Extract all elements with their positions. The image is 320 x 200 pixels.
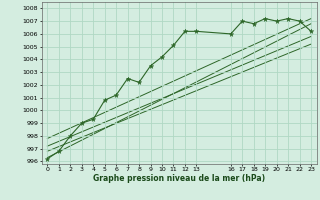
X-axis label: Graphe pression niveau de la mer (hPa): Graphe pression niveau de la mer (hPa)	[93, 174, 265, 183]
